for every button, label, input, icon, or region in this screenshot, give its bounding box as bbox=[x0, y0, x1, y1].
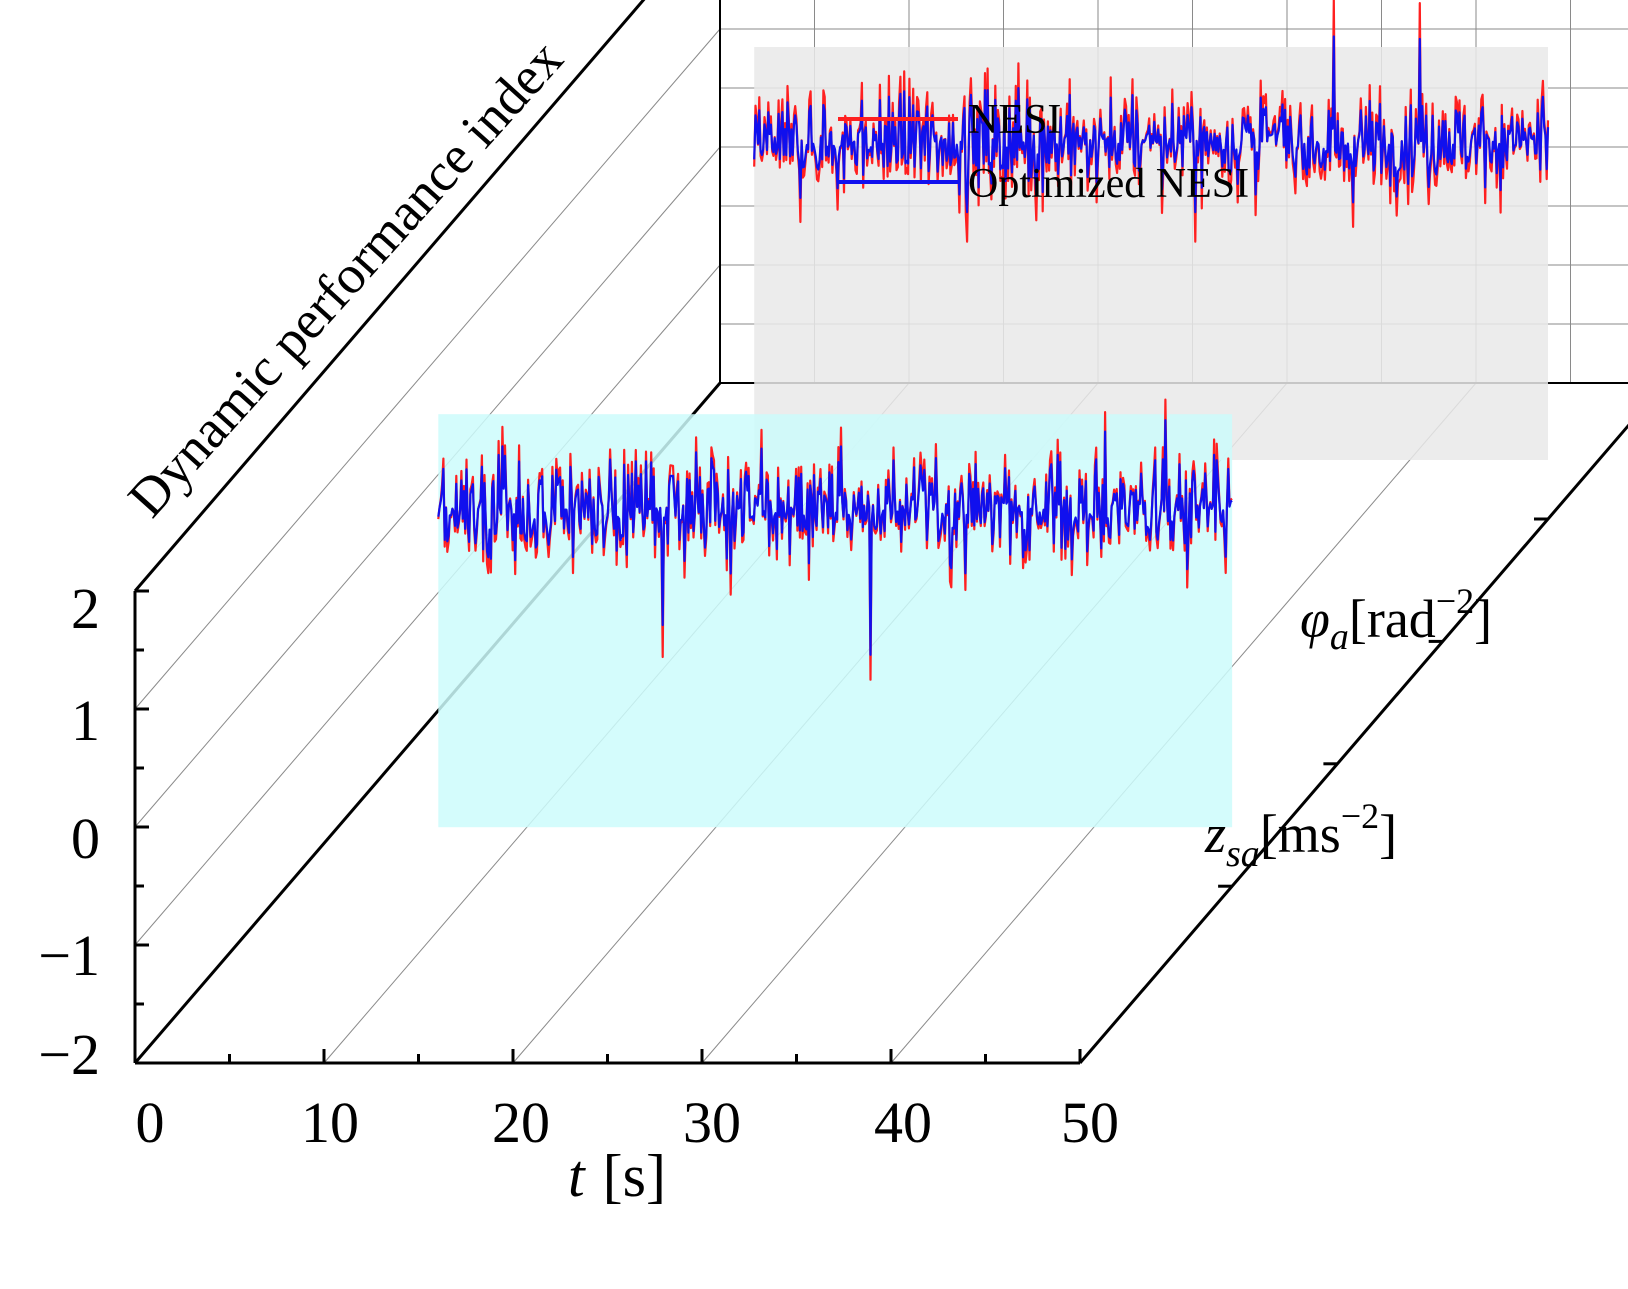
z-sa-sub: sa bbox=[1226, 833, 1260, 875]
z-tick-label: 1 bbox=[71, 688, 100, 753]
panel-z-sa bbox=[437, 398, 1233, 828]
top-edge-line bbox=[133, 0, 646, 592]
phi-a-unit-open: [rad bbox=[1349, 589, 1436, 649]
legend: NESI Optimized NESI bbox=[838, 97, 1249, 207]
z-sa-unit-exp: −2 bbox=[1341, 796, 1379, 836]
z-tick-label: −2 bbox=[38, 1022, 100, 1087]
z-axis-tick-labels: 2 1 0 −1 −2 bbox=[38, 576, 100, 1087]
left-wall-grid bbox=[134, 146, 721, 828]
z-tick-label: −1 bbox=[38, 923, 100, 988]
z-tick-label: 0 bbox=[71, 806, 100, 871]
category-panel-background bbox=[754, 47, 1548, 460]
z-sa-unit-open: [ms bbox=[1260, 804, 1341, 864]
x-axis-variable: t bbox=[568, 1143, 586, 1209]
phi-a-sub: a bbox=[1330, 616, 1349, 658]
x-axis-unit: [s] bbox=[603, 1143, 666, 1209]
x-tick-label: 20 bbox=[492, 1090, 550, 1155]
phi-a-var: φ bbox=[1300, 589, 1330, 649]
legend-label-nesi: NESI bbox=[968, 97, 1061, 143]
legend-label-optimized-nesi: Optimized NESI bbox=[968, 161, 1249, 207]
x-tick-label: 0 bbox=[136, 1090, 165, 1155]
x-axis-tick-labels: 0 10 20 30 40 50 bbox=[136, 1090, 1120, 1155]
z-tick-label: 2 bbox=[71, 576, 100, 641]
panel-phi-a bbox=[753, 0, 1550, 460]
left-wall-grid bbox=[134, 264, 721, 946]
phi-a-unit-exp: −2 bbox=[1436, 581, 1474, 621]
z-sa-var: z bbox=[1204, 804, 1226, 864]
series-line-optimized-nesi bbox=[753, 35, 1550, 214]
x-tick-label: 30 bbox=[683, 1090, 741, 1155]
left-wall-grid bbox=[134, 28, 721, 710]
x-tick-label: 50 bbox=[1061, 1090, 1119, 1155]
x-tick-label: 40 bbox=[874, 1090, 932, 1155]
y-category-label-phi-a: φa[rad−2] bbox=[1300, 581, 1492, 658]
z-sa-unit-close: ] bbox=[1379, 804, 1397, 864]
x-tick-label: 10 bbox=[301, 1090, 359, 1155]
series-line-optimized-nesi bbox=[437, 419, 1233, 656]
x-axis-title: t [s] bbox=[568, 1143, 666, 1209]
y-category-label-z-sa: zsa[ms−2] bbox=[1204, 796, 1397, 875]
y-axis-line bbox=[1078, 423, 1628, 1064]
phi-a-unit-close: ] bbox=[1474, 589, 1492, 649]
